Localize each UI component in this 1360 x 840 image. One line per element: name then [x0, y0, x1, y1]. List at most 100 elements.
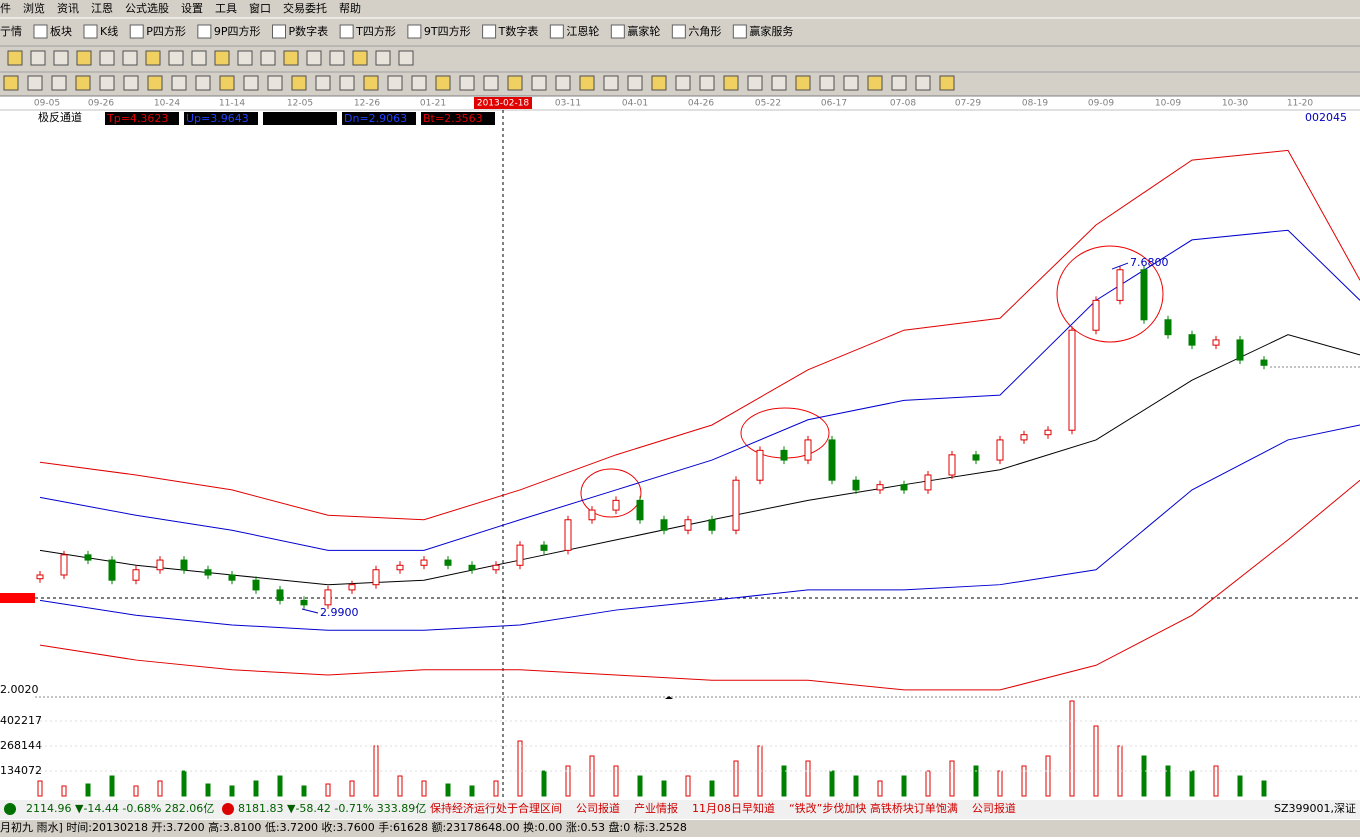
tool-icon[interactable] [75, 75, 91, 91]
toolbar-button[interactable]: 赢家轮 [627, 24, 660, 38]
tool-icon[interactable] [723, 75, 739, 91]
menu-item[interactable]: 帮助 [339, 1, 361, 15]
tool-icon[interactable] [147, 75, 163, 91]
toolbar-button[interactable]: P四方形 [146, 24, 186, 38]
tool-icon[interactable] [915, 75, 931, 91]
tool-icon[interactable] [747, 75, 763, 91]
toolbar-button[interactable]: 板块 [50, 24, 72, 38]
toolbar-button[interactable]: 亍情 [0, 25, 22, 38]
tool-icon[interactable] [843, 75, 859, 91]
toolbar-icon [407, 24, 422, 39]
tool-icon[interactable] [411, 75, 427, 91]
tool-icon[interactable] [260, 50, 276, 66]
tool-icon[interactable] [195, 75, 211, 91]
tool-icon[interactable] [483, 75, 499, 91]
tool-icon[interactable] [651, 75, 667, 91]
candle-body [108, 559, 116, 581]
tool-icon[interactable] [123, 75, 139, 91]
tool-icon[interactable] [531, 75, 547, 91]
tool-icon[interactable] [99, 75, 115, 91]
param-box [184, 112, 258, 125]
tool-icon[interactable] [627, 75, 643, 91]
tool-icon[interactable] [7, 50, 23, 66]
candle-body [876, 484, 884, 491]
tool-icon[interactable] [507, 75, 523, 91]
tool-icon[interactable] [267, 75, 283, 91]
menu-item[interactable]: 江恩 [91, 2, 113, 15]
tool-icon[interactable] [283, 50, 299, 66]
tool-icon[interactable] [51, 75, 67, 91]
tool-icon[interactable] [352, 50, 368, 66]
volume-bar [1213, 765, 1219, 797]
menu-item[interactable]: 工具 [215, 2, 237, 15]
tool-icon[interactable] [237, 50, 253, 66]
toolbar-button[interactable]: 9T四方形 [424, 24, 471, 38]
tool-icon[interactable] [555, 75, 571, 91]
annotation-label: 2.9900 [320, 606, 359, 619]
tool-icon[interactable] [363, 75, 379, 91]
tool-icon[interactable] [939, 75, 955, 91]
tool-icon[interactable] [168, 50, 184, 66]
candle-body [516, 544, 524, 566]
tool-icon[interactable] [99, 50, 115, 66]
tool-icon[interactable] [435, 75, 451, 91]
tool-icon[interactable] [603, 75, 619, 91]
param-label: Up=3.9643 [186, 112, 249, 125]
menu-item[interactable]: 窗口 [249, 1, 271, 15]
candle-body [1236, 339, 1244, 361]
tool-icon[interactable] [579, 75, 595, 91]
tool-icon[interactable] [53, 50, 69, 66]
tool-icon[interactable] [387, 75, 403, 91]
x-tick-label: 12-26 [354, 99, 380, 109]
toolbar-button[interactable]: T数字表 [498, 24, 539, 38]
tool-icon[interactable] [191, 50, 207, 66]
x-tick-label: 10-24 [154, 99, 180, 109]
tool-icon[interactable] [329, 50, 345, 66]
x-tick-label: 04-26 [688, 99, 714, 109]
toolbar-button[interactable]: 六角形 [688, 25, 721, 38]
candle-body [60, 554, 68, 576]
tool-icon[interactable] [699, 75, 715, 91]
tool-icon[interactable] [27, 75, 43, 91]
toolbar-button[interactable]: T四方形 [355, 24, 396, 38]
tool-icon[interactable] [171, 75, 187, 91]
volume-bar [733, 760, 739, 797]
tool-icon[interactable] [375, 50, 391, 66]
menu-item[interactable]: 件 [0, 2, 11, 15]
menu-item[interactable]: 设置 [181, 2, 203, 15]
toolbar-button[interactable]: 9P四方形 [214, 24, 261, 38]
tool-icon[interactable] [771, 75, 787, 91]
menu-item[interactable]: 交易委托 [283, 1, 327, 15]
tool-icon[interactable] [398, 50, 414, 66]
tool-icon[interactable] [315, 75, 331, 91]
tool-icon[interactable] [30, 50, 46, 66]
tool-icon[interactable] [459, 75, 475, 91]
tool-icon[interactable] [891, 75, 907, 91]
tool-icon[interactable] [219, 75, 235, 91]
news-ticker[interactable]: 保持经济运行处于合理区间 公司报道 产业情报 11月08日早知道 “铁改”步伐加… [430, 801, 1016, 815]
tool-icon[interactable] [867, 75, 883, 91]
tool-icon[interactable] [675, 75, 691, 91]
tool-icon[interactable] [306, 50, 322, 66]
tool-icon[interactable] [122, 50, 138, 66]
toolbar-button[interactable]: 赢家服务 [749, 24, 793, 38]
tool-icon[interactable] [339, 75, 355, 91]
tool-icon[interactable] [819, 75, 835, 91]
x-tick-label: 07-29 [955, 99, 981, 109]
menu-item[interactable]: 公式选股 [125, 2, 169, 15]
tool-icon[interactable] [145, 50, 161, 66]
tool-icon[interactable] [291, 75, 307, 91]
tool-icon[interactable] [214, 50, 230, 66]
toolbar-button[interactable]: K线 [100, 24, 118, 38]
toolbar-button[interactable]: P数字表 [289, 24, 329, 38]
tool-icon[interactable] [76, 50, 92, 66]
toolbar-button[interactable]: 江恩轮 [566, 24, 599, 38]
candle-body [948, 454, 956, 476]
tool-icon[interactable] [795, 75, 811, 91]
tool-icon[interactable] [3, 75, 19, 91]
menu-item[interactable]: 资讯 [57, 2, 79, 15]
menu-item[interactable]: 浏览 [23, 1, 45, 15]
candle-body [708, 519, 716, 531]
candle-body [1020, 434, 1028, 441]
tool-icon[interactable] [243, 75, 259, 91]
